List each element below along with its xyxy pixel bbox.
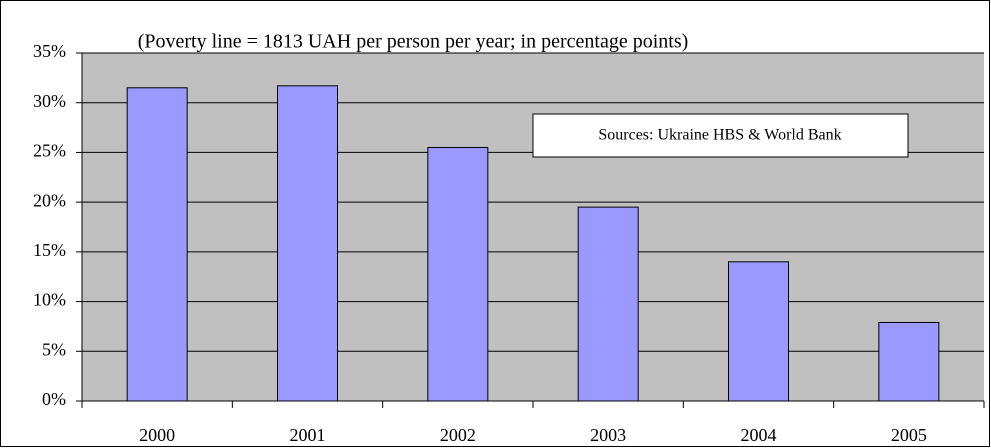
x-tick-label: 2000 — [139, 425, 175, 445]
y-tick-label: 5% — [42, 339, 66, 359]
y-tick-label: 20% — [33, 190, 66, 210]
annotation: Sources: Ukraine HBS & World Bank — [598, 127, 841, 144]
y-tick-label: 30% — [33, 91, 66, 111]
y-tick-label: 35% — [33, 41, 66, 61]
x-tick-label: 2003 — [590, 425, 626, 445]
bar — [277, 85, 338, 402]
plot-area — [82, 53, 984, 401]
y-tick-label: 25% — [33, 141, 66, 161]
x-tick-label: 2005 — [891, 425, 927, 445]
bar — [728, 261, 789, 402]
bar — [126, 87, 188, 402]
y-tick-label: 15% — [33, 240, 66, 260]
x-tick-label: 2002 — [440, 425, 476, 445]
x-tick-label: 2004 — [741, 425, 777, 445]
y-tick-label: 0% — [42, 389, 66, 409]
bar — [427, 146, 489, 402]
bar — [878, 321, 940, 402]
bar — [577, 206, 639, 402]
chart-title: (Poverty line = 1813 UAH per person per … — [138, 31, 689, 53]
x-tick-label: 2001 — [290, 425, 326, 445]
annotation-box — [532, 113, 909, 158]
y-tick-label: 10% — [33, 290, 66, 310]
